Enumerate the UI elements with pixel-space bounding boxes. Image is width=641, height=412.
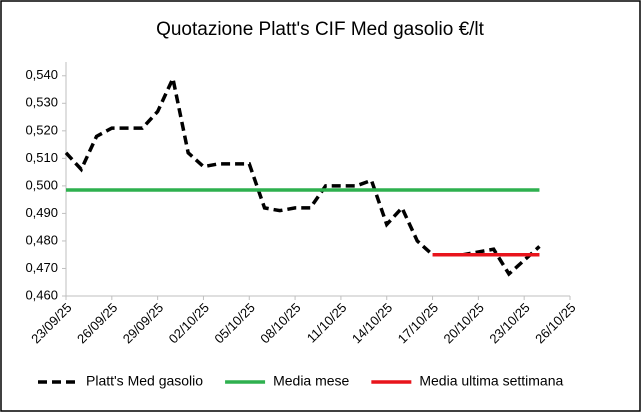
chart-title: Quotazione Platt's CIF Med gasolio €/lt bbox=[156, 19, 485, 40]
legend-label: Platt's Med gasolio bbox=[86, 373, 203, 389]
legend-label: Media ultima settimana bbox=[419, 373, 563, 389]
series-line bbox=[64, 72, 541, 277]
y-tick-label: 0,510 bbox=[25, 150, 58, 165]
y-tick-label: 0,520 bbox=[25, 122, 58, 137]
legend-label: Media mese bbox=[273, 373, 349, 389]
y-tick-label: 0,490 bbox=[25, 205, 58, 220]
y-tick-label: 0,470 bbox=[25, 260, 58, 275]
y-tick-label: 0,480 bbox=[25, 232, 58, 247]
y-tick-label: 0,540 bbox=[25, 67, 58, 82]
y-tick-label: 0,500 bbox=[25, 177, 58, 192]
y-tick-label: 0,460 bbox=[25, 287, 58, 302]
y-tick-label: 0,530 bbox=[25, 95, 58, 110]
